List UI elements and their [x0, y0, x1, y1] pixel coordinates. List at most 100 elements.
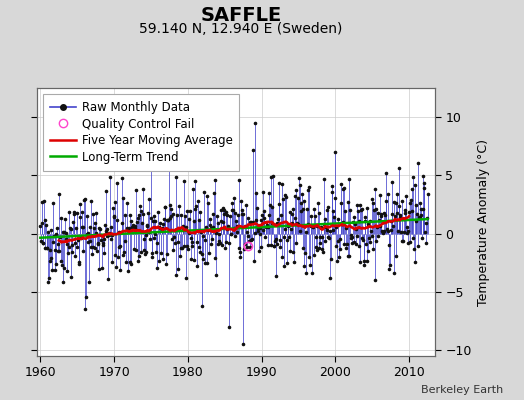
Point	[68, 242, 76, 248]
Point	[47, 255, 56, 262]
Point	[137, 249, 145, 255]
Point	[183, 243, 191, 250]
Point	[225, 240, 234, 246]
Point	[414, 214, 423, 220]
Point	[206, 240, 215, 247]
Point	[383, 226, 391, 232]
Point	[335, 236, 344, 242]
Point	[107, 224, 115, 231]
Point	[44, 279, 52, 285]
Point	[105, 230, 114, 236]
Point	[88, 244, 96, 251]
Point	[149, 234, 158, 241]
Point	[378, 228, 386, 234]
Point	[328, 189, 336, 196]
Point	[173, 212, 181, 218]
Point	[82, 213, 91, 220]
Point	[298, 190, 306, 197]
Point	[249, 146, 257, 153]
Point	[324, 204, 332, 210]
Point	[248, 236, 256, 242]
Point	[406, 239, 414, 245]
Point	[306, 262, 314, 268]
Point	[71, 252, 79, 259]
Point	[134, 215, 143, 221]
Point	[66, 225, 74, 232]
Point	[421, 228, 429, 235]
Point	[326, 256, 335, 263]
Point	[342, 225, 351, 231]
Point	[143, 223, 151, 230]
Point	[39, 240, 48, 246]
Point	[320, 220, 329, 227]
Point	[218, 242, 226, 249]
Point	[339, 186, 347, 192]
Point	[62, 236, 70, 242]
Point	[60, 229, 69, 235]
Point	[154, 209, 162, 216]
Point	[76, 201, 84, 208]
Point	[71, 240, 80, 246]
Point	[261, 219, 270, 225]
Point	[168, 236, 176, 242]
Point	[266, 174, 275, 180]
Point	[360, 257, 368, 264]
Point	[294, 174, 303, 181]
Point	[190, 257, 199, 263]
Point	[226, 213, 234, 219]
Point	[64, 244, 73, 250]
Point	[255, 225, 264, 231]
Point	[337, 200, 345, 206]
Point	[233, 223, 242, 230]
Point	[405, 208, 413, 215]
Point	[196, 249, 204, 255]
Point	[42, 245, 51, 252]
Point	[69, 209, 78, 215]
Point	[110, 213, 118, 219]
Point	[142, 231, 150, 238]
Point	[240, 246, 248, 252]
Point	[151, 218, 159, 224]
Point	[41, 245, 49, 252]
Point	[372, 238, 380, 244]
Point	[36, 223, 45, 229]
Point	[108, 258, 116, 265]
Point	[99, 240, 107, 246]
Point	[221, 245, 229, 252]
Point	[63, 268, 72, 274]
Point	[96, 226, 104, 232]
Point	[179, 227, 188, 233]
Point	[93, 240, 102, 246]
Point	[102, 188, 110, 194]
Point	[124, 226, 133, 232]
Point	[301, 250, 309, 256]
Point	[264, 223, 272, 230]
Point	[325, 234, 333, 241]
Point	[89, 244, 97, 250]
Point	[151, 231, 160, 237]
Point	[195, 209, 204, 216]
Point	[356, 258, 365, 265]
Point	[190, 218, 198, 224]
Point	[52, 261, 61, 267]
Point	[233, 228, 241, 235]
Point	[410, 258, 419, 265]
Point	[333, 258, 341, 264]
Point	[328, 182, 336, 189]
Point	[234, 212, 242, 218]
Point	[197, 228, 205, 235]
Point	[189, 186, 197, 193]
Point	[422, 220, 431, 226]
Text: 59.140 N, 12.940 E (Sweden): 59.140 N, 12.940 E (Sweden)	[139, 22, 343, 36]
Point	[377, 213, 385, 219]
Point	[269, 173, 277, 179]
Legend: Raw Monthly Data, Quality Control Fail, Five Year Moving Average, Long-Term Tren: Raw Monthly Data, Quality Control Fail, …	[42, 94, 239, 171]
Point	[188, 238, 196, 245]
Point	[173, 266, 182, 272]
Point	[285, 234, 293, 240]
Point	[245, 238, 253, 244]
Point	[113, 180, 122, 186]
Point	[259, 227, 267, 233]
Point	[95, 225, 104, 231]
Point	[304, 184, 313, 190]
